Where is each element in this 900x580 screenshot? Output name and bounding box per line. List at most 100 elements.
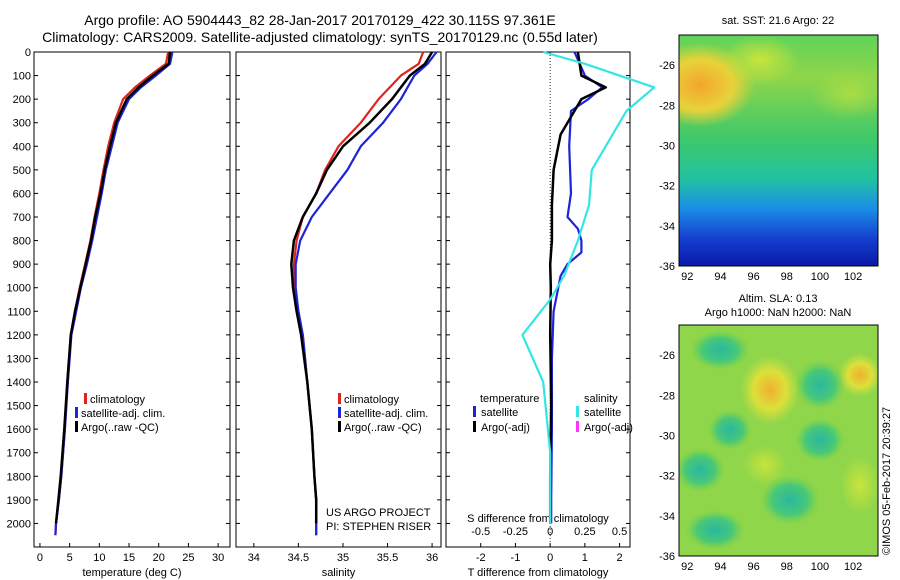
- legend-salinity-panel: climatology satellite-adj. clim. Argo(..…: [338, 393, 428, 434]
- legend3-salinity-header: salinity: [584, 393, 618, 405]
- legend-argo-swatch: [75, 421, 78, 432]
- map-x-tick-label: 98: [781, 561, 793, 573]
- depth-tick-label: 1800: [7, 471, 31, 483]
- map-y-tick-label: -34: [659, 511, 675, 523]
- map-x-tick-label: 98: [781, 271, 793, 283]
- sla-map: Altim. SLA: 0.13 Argo h1000: NaN h2000: …: [678, 293, 879, 557]
- x-tick-label: 36: [426, 552, 438, 564]
- panel-frame: [33, 51, 231, 548]
- x-tick-label: 25: [182, 552, 194, 564]
- sla-title-line1: Altim. SLA: 0.13: [739, 293, 818, 305]
- x-axis-label: T difference from climatology: [468, 567, 609, 579]
- depth-tick-label: 800: [13, 236, 31, 248]
- depth-tick-label: 1700: [7, 448, 31, 460]
- legend-climatology-label: climatology: [90, 394, 146, 406]
- map-x-tick-label: 100: [811, 271, 829, 283]
- map-y-tick-label: -32: [659, 471, 675, 483]
- series-line: [290, 51, 434, 524]
- x-tick-label: 5: [67, 552, 73, 564]
- legend2-climatology-swatch: [338, 393, 341, 404]
- s-diff-tick-label: 0.5: [612, 526, 627, 538]
- legend3-s-argo-swatch: [576, 421, 579, 432]
- series-line: [548, 51, 607, 524]
- map-x-tick-label: 102: [844, 271, 862, 283]
- sst-lime-region: [720, 35, 800, 85]
- map-y-tick-label: -36: [659, 551, 675, 563]
- legend-difference-panel: temperature salinity satellite Argo(-adj…: [473, 393, 633, 434]
- x-tick-label: -2: [476, 552, 486, 564]
- legend3-t-satellite-swatch: [473, 406, 476, 417]
- depth-tick-label: 300: [13, 118, 31, 130]
- map-y-tick-label: -34: [659, 221, 675, 233]
- sla-low-5: [795, 418, 845, 462]
- legend-climatology-swatch: [84, 393, 87, 404]
- legend-temperature-panel: climatology satellite-adj. clim. Argo(..…: [75, 393, 165, 434]
- x-tick-label: -1: [511, 552, 521, 564]
- map-y-tick-label: -28: [659, 390, 675, 402]
- map-y-tick-label: -32: [659, 181, 675, 193]
- depth-tick-label: 1200: [7, 330, 31, 342]
- x-axis-label: temperature (deg C): [82, 567, 181, 579]
- depth-tick-label: 1400: [7, 377, 31, 389]
- map-y-tick-label: -30: [659, 430, 675, 442]
- depth-tick-label: 1300: [7, 353, 31, 365]
- panel-1: 0100200300400500600700800900100011001200…: [7, 47, 231, 579]
- map-x-tick-label: 100: [811, 561, 829, 573]
- panel-frame: [445, 51, 631, 548]
- figure-title-line2: Climatology: CARS2009. Satellite-adjuste…: [42, 29, 598, 45]
- map-x-tick-label: 102: [844, 561, 862, 573]
- sla-low-4: [679, 448, 725, 492]
- figure-title-line1: Argo profile: AO 5904443_82 28-Jan-2017 …: [84, 12, 556, 28]
- map-x-tick-label: 96: [748, 271, 760, 283]
- depth-tick-label: 900: [13, 259, 31, 271]
- map-x-tick-label: 94: [714, 271, 726, 283]
- imos-timestamp: ©IMOS 05-Feb-2017 20:39:27: [881, 406, 893, 555]
- sla-low-1: [690, 330, 750, 370]
- depth-tick-label: 1100: [7, 306, 31, 318]
- map-y-tick-label: -30: [659, 140, 675, 152]
- panel-2: 34 34.5 35 35.5 36 salinity: [235, 51, 442, 579]
- series-line: [521, 50, 656, 524]
- sst-lime-region-2: [810, 70, 878, 120]
- pi-label: PI: STEPHEN RISER: [326, 521, 431, 533]
- legend3-s-argo-label: Argo(-adj): [584, 422, 633, 434]
- series-line: [550, 51, 604, 524]
- legend2-satellite-swatch: [338, 407, 341, 418]
- sla-low-6: [760, 475, 820, 525]
- series-line: [54, 51, 170, 536]
- sla-title-line2: Argo h1000: NaN h2000: NaN: [705, 307, 852, 319]
- map-x-tick-label: 94: [714, 561, 726, 573]
- s-diff-tick-label: 0.25: [574, 526, 595, 538]
- depth-tick-label: 1600: [7, 424, 31, 436]
- map-y-tick-label: -28: [659, 100, 675, 112]
- depth-tick-label: 600: [13, 188, 31, 200]
- legend2-argo-swatch: [338, 421, 341, 432]
- map-y-tick-label: -26: [659, 60, 675, 72]
- x-tick-label: 15: [123, 552, 135, 564]
- depth-tick-label: 1500: [7, 401, 31, 413]
- x-axis-label: salinity: [322, 567, 356, 579]
- s-diff-tick-label: -0.5: [471, 526, 490, 538]
- legend3-t-satellite-label: satellite: [481, 407, 518, 419]
- legend3-t-argo-label: Argo(-adj): [481, 422, 530, 434]
- map-x-tick-label: 92: [681, 561, 693, 573]
- legend3-s-satellite-label: satellite: [584, 407, 621, 419]
- map-x-tick-label: 96: [748, 561, 760, 573]
- project-label: US ARGO PROJECT: [326, 507, 431, 519]
- x-tick-label: 20: [153, 552, 165, 564]
- x-tick-label: 0: [37, 552, 43, 564]
- x-tick-label: 35: [337, 552, 349, 564]
- legend3-t-argo-swatch: [473, 421, 476, 432]
- x-tick-label: 34: [248, 552, 260, 564]
- legend2-satellite-label: satellite-adj. clim.: [344, 408, 428, 420]
- depth-tick-label: 100: [13, 71, 31, 83]
- sla-map-frame: [678, 324, 879, 557]
- sla-low-7: [685, 510, 745, 550]
- map-y-tick-label: -26: [659, 350, 675, 362]
- s-diff-tick-label: -0.25: [503, 526, 528, 538]
- series-line: [54, 51, 172, 524]
- panel-frame: [235, 51, 442, 548]
- legend-satellite-swatch: [75, 407, 78, 418]
- depth-tick-label: 400: [13, 141, 31, 153]
- sst-title: sat. SST: 21.6 Argo: 22: [722, 15, 835, 27]
